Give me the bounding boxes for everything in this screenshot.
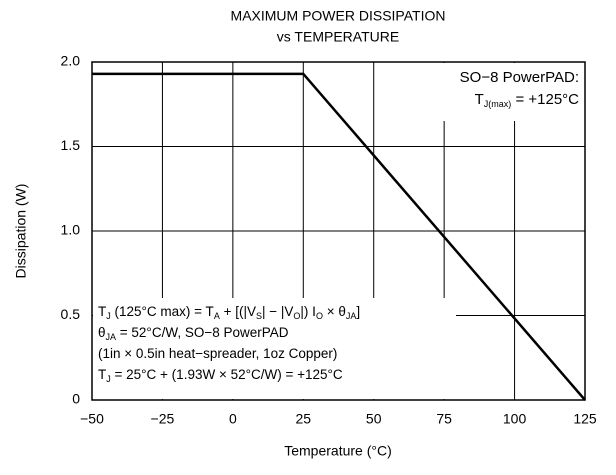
annotation-box: [410, 63, 584, 121]
y-tick-label: 2.0: [61, 53, 81, 69]
annotation-text: T: [98, 367, 106, 382]
annotation-text: |) I: [300, 304, 316, 319]
x-tick-label: 25: [295, 411, 311, 427]
subscript: J: [106, 374, 111, 384]
subscript: S: [256, 311, 262, 321]
x-tick-label: −50: [80, 411, 104, 427]
y-axis-label: Dissipation (W): [13, 184, 29, 279]
y-tick-label: 1.0: [61, 222, 81, 238]
subscript: JA: [106, 332, 117, 342]
annotation: TJ = 25°C + (1.93W × 52°C/W) = +125°C: [98, 367, 343, 385]
subscript: J: [106, 311, 111, 321]
annotation-box: [93, 298, 456, 399]
chart-title: MAXIMUM POWER DISSIPATION: [231, 8, 446, 24]
annotation: TJ (125°C max) = TA + [(|VS| − |VO|) IO …: [98, 304, 360, 322]
annotation: θJA = 52°C/W, SO−8 PowerPAD: [98, 325, 289, 343]
annotation-text: = 25°C + (1.93W × 52°C/W) = +125°C: [111, 367, 343, 382]
subscript: J(max): [484, 99, 512, 109]
x-tick-label: 125: [573, 411, 597, 427]
x-axis-label: Temperature (°C): [284, 443, 392, 459]
data-line: [92, 72, 586, 401]
annotation-text: = 52°C/W, SO−8 PowerPAD: [116, 325, 289, 340]
annotation-text: T: [475, 91, 484, 108]
x-tick-label: 50: [366, 411, 382, 427]
plot-frame: [91, 61, 586, 401]
annotation: (1in × 0.5in heat−spreader, 1oz Copper): [98, 346, 337, 361]
y-tick-label: 0: [72, 391, 80, 407]
annotation-text: × θ: [323, 304, 346, 319]
annotation-text: (125°C max) = T: [111, 304, 214, 319]
annotation-text: ]: [356, 304, 360, 319]
x-tick-label: 0: [229, 411, 237, 427]
annotation-text: (1in × 0.5in heat−spreader, 1oz Copper): [98, 346, 337, 361]
annotation-text: T: [98, 304, 106, 319]
y-tick-label: 0.5: [61, 306, 81, 322]
annotation-text: | − |V: [262, 304, 293, 319]
x-tick-label: 100: [503, 411, 527, 427]
subscript: A: [214, 311, 220, 321]
annotation-text: SO−8 PowerPAD:: [460, 69, 579, 86]
annotation-text: + [(|V: [220, 304, 256, 319]
annotation: SO−8 PowerPAD:: [460, 69, 579, 86]
chart-title: vs TEMPERATURE: [277, 29, 399, 45]
x-tick-label: 75: [436, 411, 452, 427]
subscript: JA: [346, 311, 357, 321]
y-tick-label: 1.5: [61, 137, 81, 153]
annotation: TJ(max) = +125°C: [475, 91, 580, 109]
annotation-text: = +125°C: [511, 91, 579, 108]
annotation-text: θ: [98, 325, 106, 340]
x-tick-label: −25: [151, 411, 175, 427]
subscript: O: [293, 311, 300, 321]
subscript: O: [316, 311, 323, 321]
